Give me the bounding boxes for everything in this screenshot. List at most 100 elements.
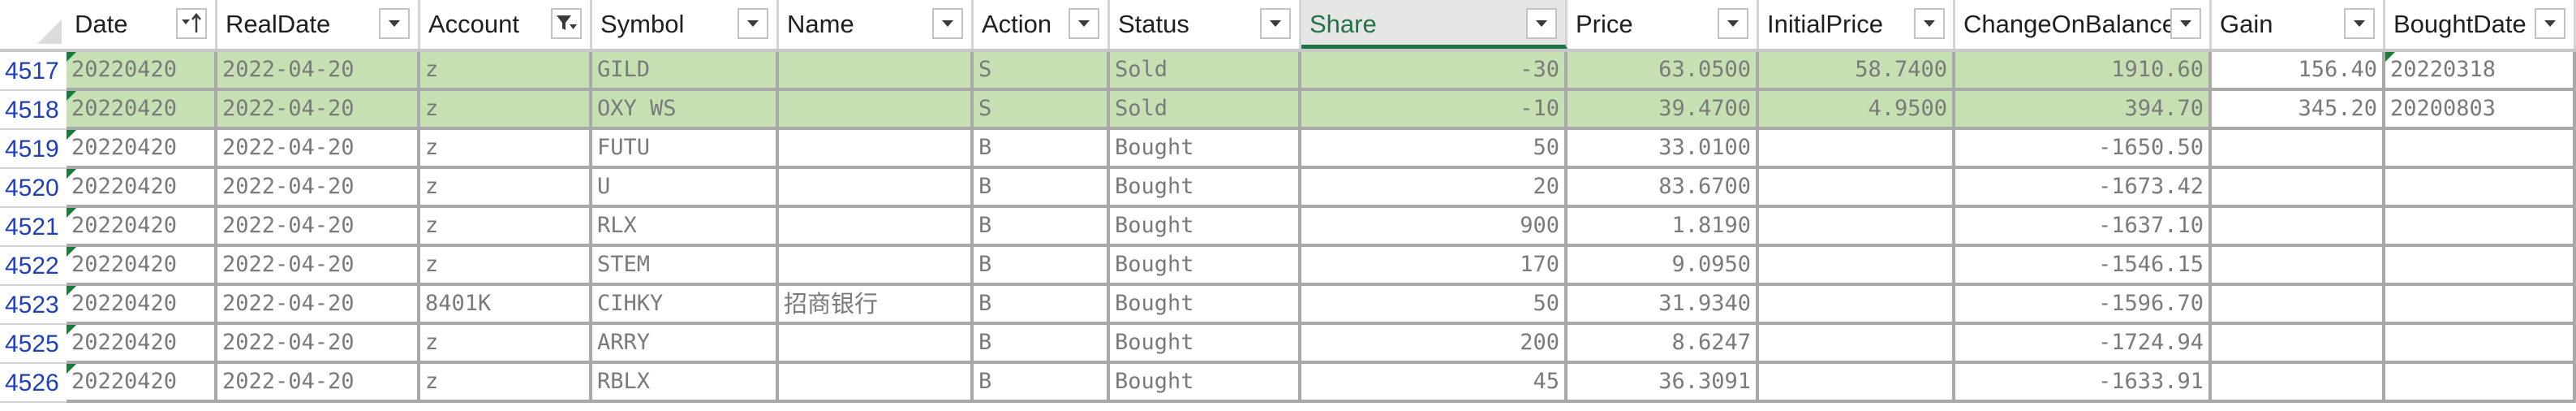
cell-action[interactable]: B [974, 208, 1110, 247]
filter-dropdown-button[interactable] [2170, 8, 2201, 39]
filter-dropdown-button[interactable] [379, 8, 410, 39]
row-number[interactable]: 4522 [0, 247, 67, 286]
cell-initialprice[interactable] [1759, 169, 1955, 208]
row-number[interactable]: 4518 [0, 91, 67, 130]
cell-name[interactable] [779, 169, 974, 208]
cell-account[interactable]: z [420, 91, 592, 130]
cell-changeonbalance[interactable]: -1650.50 [1955, 130, 2212, 169]
cell-realdate[interactable]: 2022-04-20 [217, 364, 420, 403]
cell-initialprice[interactable] [1759, 208, 1955, 247]
cell-changeonbalance[interactable]: -1673.42 [1955, 169, 2212, 208]
cell-status[interactable]: Bought [1110, 208, 1301, 247]
filter-dropdown-button[interactable] [932, 8, 963, 39]
column-header-boughtdate[interactable]: BoughtDate [2385, 0, 2576, 49]
cell-share[interactable]: 45 [1301, 364, 1568, 403]
cell-share[interactable]: -30 [1301, 52, 1568, 91]
column-header-name[interactable]: Name [779, 0, 974, 49]
sort-ascending-filter-button[interactable] [176, 8, 207, 39]
cell-initialprice[interactable] [1759, 286, 1955, 325]
cell-share[interactable]: 50 [1301, 286, 1568, 325]
cell-date[interactable]: 20220420 [67, 208, 217, 247]
cell-account[interactable]: z [420, 208, 592, 247]
cell-gain[interactable] [2212, 325, 2385, 364]
cell-realdate[interactable]: 2022-04-20 [217, 208, 420, 247]
cell-gain[interactable] [2212, 130, 2385, 169]
cell-realdate[interactable]: 2022-04-20 [217, 247, 420, 286]
cell-symbol[interactable]: OXY WS [592, 91, 779, 130]
cell-action[interactable]: B [974, 169, 1110, 208]
cell-boughtdate[interactable] [2385, 325, 2576, 364]
cell-action[interactable]: B [974, 325, 1110, 364]
cell-status[interactable]: Bought [1110, 364, 1301, 403]
cell-account[interactable]: z [420, 325, 592, 364]
cell-action[interactable]: S [974, 52, 1110, 91]
cell-name[interactable] [779, 52, 974, 91]
cell-boughtdate[interactable] [2385, 130, 2576, 169]
cell-name[interactable]: 招商银行 [779, 286, 974, 325]
row-number[interactable]: 4525 [0, 325, 67, 364]
column-header-share[interactable]: Share [1301, 0, 1568, 49]
cell-price[interactable]: 33.0100 [1568, 130, 1759, 169]
cell-action[interactable]: B [974, 364, 1110, 403]
filter-dropdown-button[interactable] [738, 8, 768, 39]
cell-action[interactable]: B [974, 130, 1110, 169]
row-number[interactable]: 4519 [0, 130, 67, 169]
cell-initialprice[interactable] [1759, 325, 1955, 364]
cell-symbol[interactable]: RLX [592, 208, 779, 247]
row-number[interactable]: 4517 [0, 52, 67, 91]
row-number[interactable]: 4520 [0, 169, 67, 208]
cell-name[interactable] [779, 325, 974, 364]
cell-date[interactable]: 20220420 [67, 247, 217, 286]
cell-changeonbalance[interactable]: -1596.70 [1955, 286, 2212, 325]
column-header-changeonbalance[interactable]: ChangeOnBalance [1955, 0, 2212, 49]
cell-changeonbalance[interactable]: -1633.91 [1955, 364, 2212, 403]
filter-dropdown-button[interactable] [1718, 8, 1748, 39]
cell-share[interactable]: 900 [1301, 208, 1568, 247]
cell-symbol[interactable]: U [592, 169, 779, 208]
cell-status[interactable]: Bought [1110, 286, 1301, 325]
cell-realdate[interactable]: 2022-04-20 [217, 52, 420, 91]
cell-price[interactable]: 9.0950 [1568, 247, 1759, 286]
cell-price[interactable]: 31.9340 [1568, 286, 1759, 325]
row-number[interactable]: 4526 [0, 364, 67, 403]
cell-date[interactable]: 20220420 [67, 286, 217, 325]
cell-status[interactable]: Bought [1110, 169, 1301, 208]
column-header-gain[interactable]: Gain [2212, 0, 2385, 49]
cell-status[interactable]: Bought [1110, 130, 1301, 169]
column-header-status[interactable]: Status [1110, 0, 1301, 49]
cell-gain[interactable] [2212, 286, 2385, 325]
cell-gain[interactable] [2212, 364, 2385, 403]
filter-dropdown-button[interactable] [1526, 8, 1557, 39]
cell-changeonbalance[interactable]: 1910.60 [1955, 52, 2212, 91]
cell-name[interactable] [779, 247, 974, 286]
cell-boughtdate[interactable] [2385, 286, 2576, 325]
cell-date[interactable]: 20220420 [67, 325, 217, 364]
cell-realdate[interactable]: 2022-04-20 [217, 286, 420, 325]
cell-account[interactable]: z [420, 52, 592, 91]
cell-status[interactable]: Sold [1110, 52, 1301, 91]
cell-realdate[interactable]: 2022-04-20 [217, 91, 420, 130]
cell-symbol[interactable]: ARRY [592, 325, 779, 364]
cell-price[interactable]: 1.8190 [1568, 208, 1759, 247]
cell-name[interactable] [779, 208, 974, 247]
cell-price[interactable]: 39.4700 [1568, 91, 1759, 130]
cell-status[interactable]: Bought [1110, 325, 1301, 364]
cell-status[interactable]: Bought [1110, 247, 1301, 286]
cell-account[interactable]: 8401K [420, 286, 592, 325]
cell-initialprice[interactable] [1759, 247, 1955, 286]
cell-name[interactable] [779, 91, 974, 130]
cell-date[interactable]: 20220420 [67, 364, 217, 403]
cell-realdate[interactable]: 2022-04-20 [217, 169, 420, 208]
cell-gain[interactable]: 156.40 [2212, 52, 2385, 91]
row-number[interactable]: 4521 [0, 208, 67, 247]
column-header-initialprice[interactable]: InitialPrice [1759, 0, 1955, 49]
cell-changeonbalance[interactable]: -1637.10 [1955, 208, 2212, 247]
cell-date[interactable]: 20220420 [67, 91, 217, 130]
filter-dropdown-button[interactable] [1260, 8, 1291, 39]
cell-boughtdate[interactable] [2385, 208, 2576, 247]
cell-status[interactable]: Sold [1110, 91, 1301, 130]
select-all-corner[interactable] [0, 0, 67, 49]
cell-share[interactable]: -10 [1301, 91, 1568, 130]
cell-name[interactable] [779, 364, 974, 403]
cell-realdate[interactable]: 2022-04-20 [217, 325, 420, 364]
